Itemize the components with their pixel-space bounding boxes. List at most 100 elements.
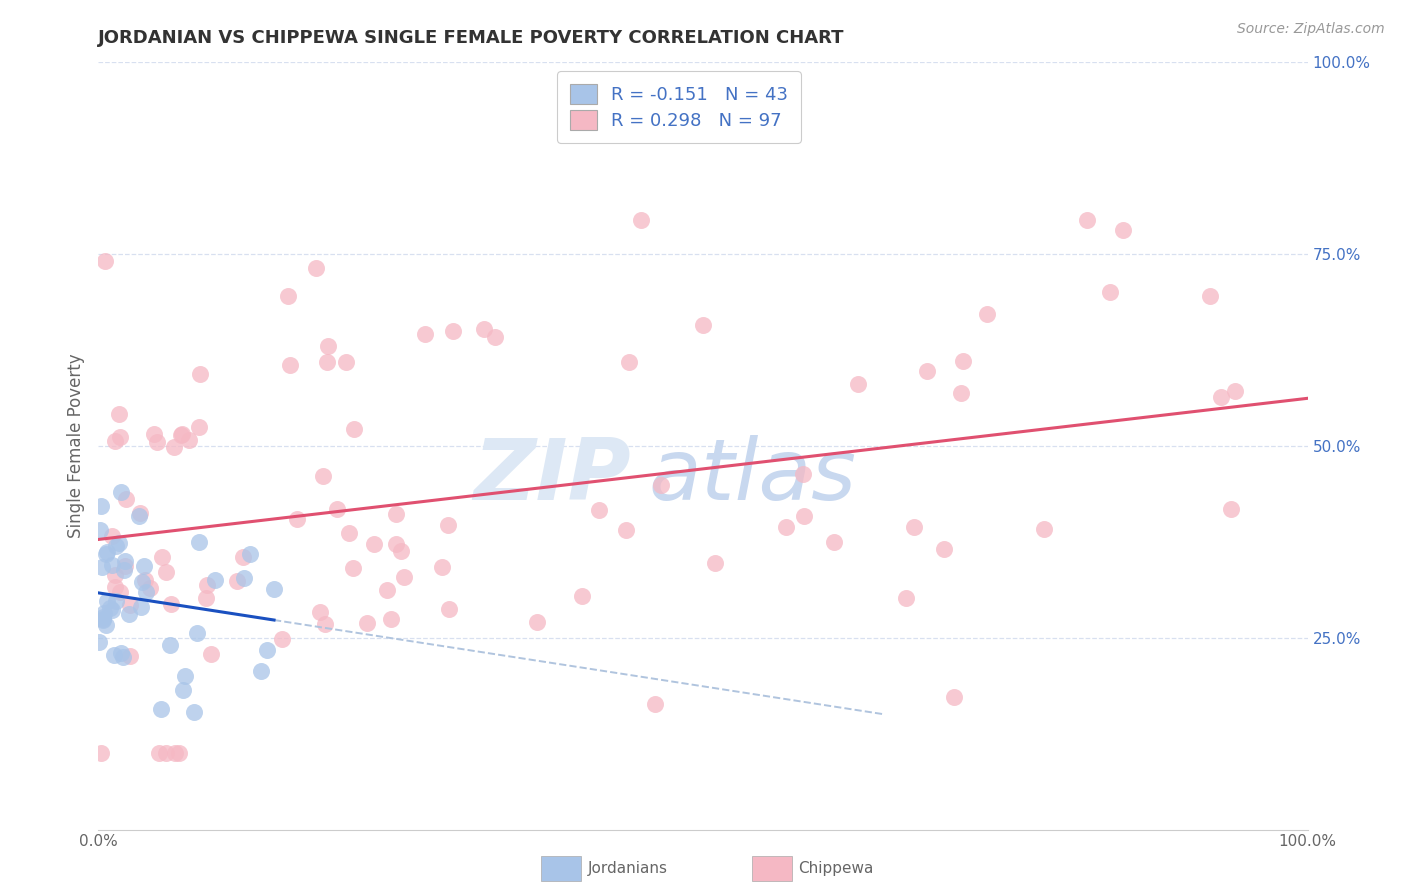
Point (167, 746, 190, 760)
Point (110, 485, 132, 500)
Text: Source: ZipAtlas.com: Source: ZipAtlas.com (1237, 22, 1385, 37)
Point (614, 523, 637, 537)
Point (98, 600, 121, 615)
Text: Jordanians: Jordanians (588, 862, 668, 876)
Point (186, 626, 208, 640)
Point (363, 536, 385, 550)
Point (389, 543, 412, 558)
Point (103, 648, 125, 663)
Point (903, 520, 925, 534)
Point (146, 435, 169, 450)
Point (150, 550, 173, 565)
Point (326, 502, 349, 516)
Point (792, 467, 814, 481)
Point (437, 601, 460, 615)
Point (89, 523, 111, 537)
Point (110, 646, 132, 660)
Point (617, 355, 640, 369)
Point (775, 520, 797, 534)
Point (172, 683, 194, 698)
Point (356, 616, 378, 631)
Point (976, 307, 998, 321)
Point (896, 591, 918, 606)
Point (375, 582, 398, 597)
Point (155, 565, 177, 579)
Point (232, 549, 254, 564)
Point (793, 509, 815, 524)
Point (472, 322, 495, 336)
Point (169, 427, 191, 442)
Point (160, 597, 183, 611)
Text: ZIP: ZIP (472, 435, 630, 518)
Point (100, 528, 122, 542)
Point (163, 441, 186, 455)
Point (93, 612, 115, 626)
Text: JORDANIAN VS CHIPPEWA SINGLE FEMALE POVERTY CORRELATION CHART: JORDANIAN VS CHIPPEWA SINGLE FEMALE POVE… (98, 29, 845, 47)
Point (188, 367, 211, 381)
Point (107, 407, 129, 421)
Point (114, 554, 136, 568)
Point (195, 591, 218, 606)
Point (285, 512, 308, 526)
Point (165, 746, 187, 760)
Point (278, 359, 301, 373)
Point (91, 614, 114, 628)
Point (952, 354, 974, 368)
Point (430, 560, 453, 574)
Point (588, 503, 610, 517)
Point (104, 568, 127, 582)
Point (187, 534, 209, 549)
Point (1220, 501, 1243, 516)
Point (703, 557, 725, 571)
Point (942, 690, 965, 704)
Point (384, 507, 406, 521)
Point (105, 539, 128, 553)
Point (134, 574, 156, 588)
Point (114, 559, 136, 574)
Point (239, 547, 262, 561)
Point (155, 746, 177, 760)
Point (692, 318, 714, 332)
Point (118, 599, 141, 613)
Point (335, 355, 357, 369)
Point (1209, 390, 1232, 404)
Point (93, 606, 115, 620)
Point (94, 254, 117, 268)
Point (384, 537, 406, 551)
Point (823, 535, 845, 549)
Point (1098, 285, 1121, 300)
Point (104, 580, 127, 594)
Point (143, 427, 166, 442)
Point (650, 478, 672, 492)
Point (277, 289, 299, 303)
Point (183, 705, 205, 719)
Point (91, 610, 114, 624)
Point (1112, 223, 1135, 237)
Point (90, 746, 112, 760)
Point (112, 649, 135, 664)
Point (1076, 212, 1098, 227)
Point (630, 212, 652, 227)
Point (90, 559, 112, 574)
Point (104, 594, 127, 608)
Point (305, 261, 328, 276)
Point (949, 386, 972, 401)
Point (846, 376, 869, 391)
Point (128, 508, 150, 523)
Point (392, 570, 415, 584)
Text: Chippewa: Chippewa (799, 862, 875, 876)
Point (1223, 384, 1246, 398)
Point (96, 593, 118, 607)
Point (108, 536, 131, 550)
Point (173, 669, 195, 683)
Point (89, 500, 111, 514)
Point (915, 364, 938, 378)
Point (101, 558, 124, 573)
Y-axis label: Single Female Poverty: Single Female Poverty (66, 354, 84, 538)
Point (271, 632, 294, 646)
Point (200, 647, 222, 661)
Point (118, 607, 141, 621)
Point (148, 746, 170, 760)
Point (108, 430, 131, 444)
Point (115, 491, 138, 506)
